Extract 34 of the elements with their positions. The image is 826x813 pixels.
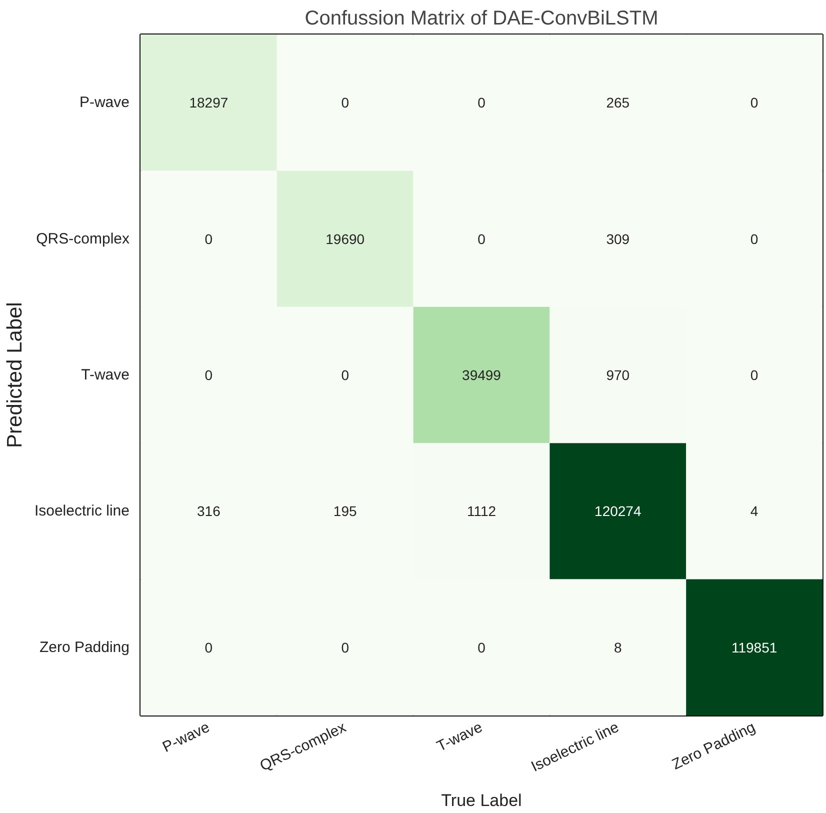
x-axis-title: True Label: [441, 791, 522, 810]
data-label: 0: [204, 639, 213, 656]
x-tick-label: T-wave: [434, 718, 486, 756]
chart-title: Confussion Matrix of DAE-ConvBiLSTM: [304, 8, 658, 30]
data-label: 119851: [731, 639, 778, 656]
data-label: 0: [204, 230, 213, 247]
data-label: 0: [341, 94, 350, 111]
data-label: 120274: [594, 503, 642, 520]
data-label: 0: [750, 230, 758, 247]
y-tick-label: Isoelectric line: [34, 502, 130, 520]
data-label: 1112: [466, 503, 496, 520]
y-tick-label: T-wave: [81, 366, 130, 384]
data-label: 309: [606, 230, 630, 247]
data-label: 8: [614, 639, 622, 656]
data-label: 970: [606, 367, 630, 383]
data-label: 4: [750, 503, 758, 520]
y-axis-title: Predicted Label: [3, 302, 26, 448]
data-label: 18297: [189, 94, 228, 111]
data-label: 0: [478, 230, 486, 247]
data-label: 39499: [462, 367, 502, 383]
data-label: 195: [333, 503, 357, 520]
data-label: 316: [197, 503, 221, 520]
y-tick-label: P-wave: [79, 94, 130, 112]
data-label: 0: [750, 367, 758, 383]
y-tick-label: QRS-complex: [36, 230, 130, 248]
data-label: 19690: [326, 230, 365, 247]
data-label: 0: [204, 367, 213, 383]
y-tick-label: Zero Padding: [39, 638, 130, 656]
data-label: 0: [478, 94, 486, 111]
data-label: 0: [341, 639, 350, 656]
data-label: 265: [606, 94, 630, 111]
data-label: 0: [478, 639, 486, 656]
data-label: 0: [750, 94, 758, 111]
data-label: 0: [341, 367, 350, 383]
